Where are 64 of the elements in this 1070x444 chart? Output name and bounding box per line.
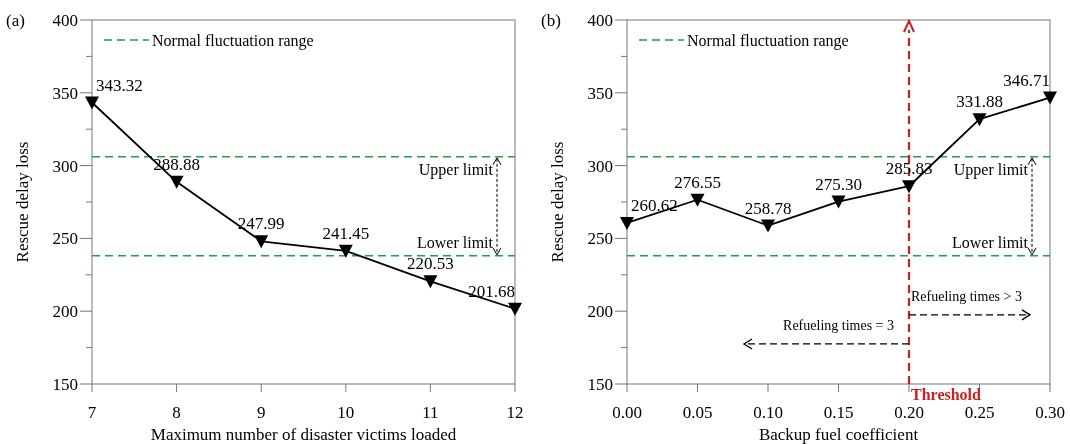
x-tick-label: 8 [172,403,181,422]
data-label: 276.55 [674,172,721,192]
point [254,235,269,249]
x-tick-label: 0.20 [894,403,924,422]
data-label: 346.71 [1003,70,1050,90]
data-label: 343.32 [96,75,143,95]
y-tick-label: 350 [52,83,78,103]
point [169,175,184,189]
x-axis-title: Maximum number of disaster victims loaded [150,425,457,444]
point [902,180,916,194]
y-tick-label: 300 [52,156,78,176]
point [338,244,353,258]
annotation: Normal fluctuation range [152,31,314,50]
ref-line-label: Upper limit [953,160,1029,179]
x-axis-title: Backup fuel coefficient [758,425,919,444]
y-tick-label: 400 [587,10,613,30]
data-label: 201.68 [468,281,515,301]
data-label: 220.53 [407,254,454,274]
point [508,302,522,316]
annotation: Normal fluctuation range [687,31,849,50]
point [972,113,987,127]
ref-line-label: Lower limit [952,233,1029,251]
y-tick-label: 400 [52,10,78,30]
data-label: 275.30 [815,174,862,194]
point [831,195,846,209]
ref-line-label: Lower limit [417,233,494,251]
y-tick-label: 150 [52,374,78,394]
x-tick-label: 0.25 [964,403,995,422]
x-tick-label: 0.10 [753,403,783,422]
data-label: 241.45 [322,223,370,243]
y-tick-label: 200 [52,302,78,322]
x-tick-label: 0.30 [1035,403,1065,422]
y-tick-label: 350 [587,83,613,103]
data-label: 247.99 [237,214,285,234]
chart-title: (b) [541,11,561,30]
annotation: Refueling times > 3 [911,288,1022,304]
y-tick-label: 200 [587,302,613,322]
x-tick-label: 9 [256,403,266,422]
x-tick-label: 11 [422,403,439,422]
point [85,96,99,110]
y-tick-label: 150 [587,374,613,394]
annotation: Refueling times = 3 [783,317,894,333]
y-tick-label: 300 [587,156,613,176]
point [690,193,705,207]
x-tick-label: 7 [87,403,97,422]
chart-title: (a) [6,11,25,30]
point [620,216,634,230]
x-tick-label: 0.05 [682,403,713,422]
x-tick-label: 10 [337,403,355,422]
data-label: 258.78 [744,198,792,218]
y-axis-title: Rescue delay loss [13,141,32,263]
data-label: 331.88 [956,92,1003,112]
y-axis-title: Rescue delay loss [548,141,567,263]
point [1043,91,1057,105]
data-label: 260.62 [631,195,678,215]
x-tick-label: 12 [506,403,524,422]
x-tick-label: 0.00 [612,403,642,422]
ref-line-label: Upper limit [418,160,494,179]
y-tick-label: 250 [52,229,78,249]
point [423,275,438,289]
ref-line-label: Threshold [911,386,982,403]
point [761,219,775,233]
y-tick-label: 250 [587,229,613,249]
x-tick-label: 0.15 [823,403,854,422]
